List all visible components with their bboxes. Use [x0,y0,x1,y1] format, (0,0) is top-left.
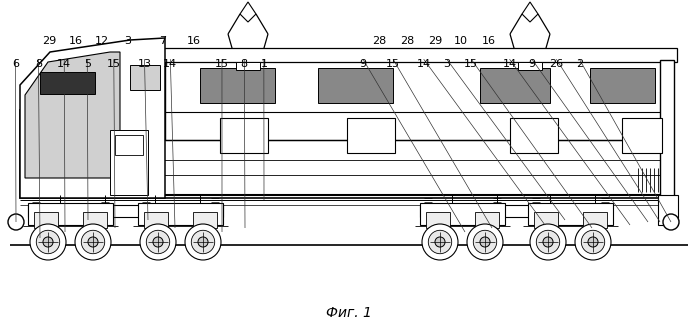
Bar [622,118,662,153]
Circle shape [191,230,215,254]
Bar [200,68,275,103]
Text: 14: 14 [503,59,517,69]
Circle shape [467,224,503,260]
Bar [660,60,674,198]
Text: 14: 14 [417,59,431,69]
Text: 15: 15 [107,59,121,69]
Circle shape [88,237,98,247]
Bar [583,212,607,228]
Text: 26: 26 [549,59,563,69]
Text: 2: 2 [576,59,583,69]
Bar [534,212,558,228]
Polygon shape [25,52,120,178]
Circle shape [185,224,221,260]
Text: 9: 9 [359,59,366,69]
Polygon shape [20,38,165,198]
Bar [658,195,678,225]
Circle shape [81,230,105,254]
Bar [144,212,168,228]
Circle shape [43,237,53,247]
Circle shape [536,230,560,254]
Bar [83,212,107,228]
Bar [420,203,505,225]
Circle shape [153,237,163,247]
Bar [40,72,95,94]
Text: 16: 16 [482,36,496,46]
Text: 14: 14 [163,59,177,69]
Circle shape [435,237,445,247]
Circle shape [473,230,497,254]
Circle shape [480,237,490,247]
Text: 28: 28 [372,36,386,46]
Bar [34,212,58,228]
Text: 1: 1 [260,59,267,69]
Bar [165,60,672,140]
Bar [28,205,223,217]
Circle shape [198,237,208,247]
Text: 3: 3 [443,59,450,69]
Text: 14: 14 [57,59,71,69]
Bar [110,130,148,195]
Bar [236,62,260,70]
Circle shape [147,230,170,254]
Polygon shape [240,2,256,22]
Text: 12: 12 [95,36,109,46]
Text: 16: 16 [187,36,201,46]
Circle shape [140,224,176,260]
Bar [138,203,223,225]
Text: 3: 3 [124,36,131,46]
Bar [193,212,217,228]
Text: 6: 6 [12,59,19,69]
Bar [590,68,655,103]
Text: 10: 10 [454,36,468,46]
Text: 7: 7 [159,36,166,46]
Polygon shape [522,2,538,22]
Text: 13: 13 [138,59,151,69]
Bar [480,68,550,103]
Circle shape [36,230,60,254]
Text: 16: 16 [68,36,82,46]
Text: 29: 29 [428,36,442,46]
Text: 15: 15 [464,59,478,69]
Bar [528,203,613,225]
Circle shape [422,224,458,260]
Text: 8: 8 [35,59,42,69]
Bar [475,212,499,228]
Circle shape [8,214,24,230]
Text: Фиг. 1: Фиг. 1 [326,306,372,320]
Bar [347,118,395,153]
Circle shape [663,214,679,230]
Circle shape [588,237,598,247]
Text: 28: 28 [400,36,414,46]
Bar [420,205,610,217]
Circle shape [575,224,611,260]
Circle shape [429,230,452,254]
Bar [28,203,113,225]
Bar [318,68,393,103]
Text: 15: 15 [215,59,229,69]
Text: 5: 5 [84,59,91,69]
Bar [220,118,268,153]
Circle shape [530,224,566,260]
Bar [160,48,677,62]
Bar [518,62,542,70]
Bar [20,110,672,198]
Bar [510,118,558,153]
Text: 29: 29 [42,36,56,46]
Circle shape [581,230,604,254]
Bar [115,135,143,155]
Text: 15: 15 [386,59,400,69]
Bar [426,212,450,228]
Circle shape [30,224,66,260]
Circle shape [543,237,553,247]
Bar [130,65,160,90]
Text: 9: 9 [528,59,535,69]
Text: 8: 8 [241,59,248,69]
Circle shape [75,224,111,260]
